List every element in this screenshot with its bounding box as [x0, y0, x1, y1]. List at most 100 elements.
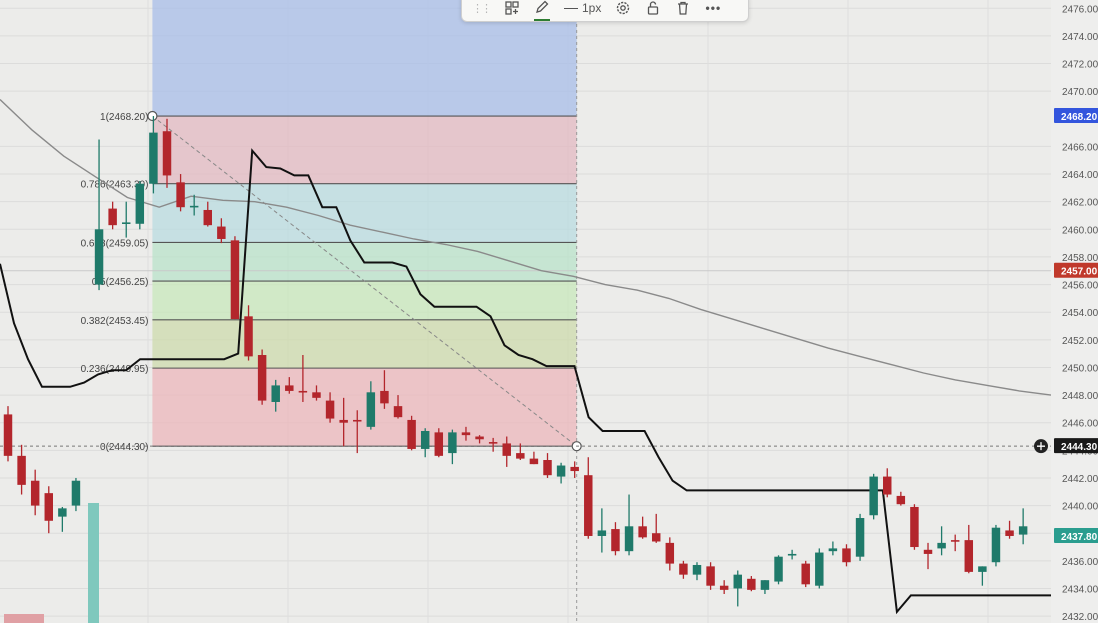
- candle-body-50: [692, 564, 702, 575]
- candle-body-69: [950, 540, 960, 542]
- candle-body-42: [584, 475, 593, 536]
- candle-body-26: [366, 392, 376, 427]
- candle-body-56: [774, 556, 783, 582]
- template-icon-glyph: [505, 1, 519, 15]
- candle-body-37: [516, 453, 525, 459]
- candle-body-23: [325, 400, 335, 419]
- crosshair-plus-glyph: [1037, 442, 1045, 451]
- candle-body-67: [923, 549, 933, 554]
- price-tick-label-0: 2432.00: [1062, 612, 1098, 623]
- drag-handle-icon[interactable]: ⋮⋮: [472, 2, 492, 15]
- candle-body-31: [434, 432, 444, 456]
- candle-body-60: [828, 548, 838, 552]
- lock-icon-glyph: [648, 1, 659, 15]
- candle-body-48: [665, 542, 675, 564]
- candle-body-70: [964, 540, 974, 572]
- price-tick-label-4: 2440.00: [1062, 502, 1098, 513]
- price-tag-bg-3: [1054, 527, 1098, 543]
- price-tag-bg-1: [1054, 262, 1098, 278]
- pencil-icon-glyph: [536, 0, 549, 13]
- settings-icon-glyph: [617, 1, 630, 15]
- candle-body-68: [937, 542, 946, 549]
- template-icon[interactable]: [504, 0, 520, 19]
- candle-body-72: [991, 527, 1001, 563]
- price-tick-label-12: 2456.00: [1062, 281, 1098, 292]
- candle-body-10: [149, 132, 158, 184]
- price-tick-label-8: 2448.00: [1062, 391, 1098, 402]
- candle-body-21: [298, 390, 308, 393]
- fib-zone-1: [152, 183, 577, 243]
- candle-body-51: [706, 566, 715, 586]
- price-tag-label-2: 2444.30: [1061, 442, 1098, 453]
- fib-zone-0: [152, 116, 577, 184]
- candle-body-20: [285, 385, 294, 391]
- price-tick-label-11: 2454.00: [1062, 308, 1098, 319]
- trash-icon[interactable]: [675, 0, 691, 19]
- candle-body-29: [407, 419, 416, 449]
- candle-body-73: [1005, 530, 1014, 536]
- candle-body-39: [543, 459, 552, 476]
- candle-body-15: [217, 226, 226, 239]
- price-tick-label-9: 2450.00: [1062, 363, 1098, 374]
- trash-icon-glyph: [678, 1, 689, 15]
- fib-level-label-1: 0.786(2463.30): [81, 180, 149, 191]
- price-tick-label-2: 2436.00: [1062, 557, 1098, 568]
- candle-body-9: [135, 183, 145, 224]
- candle-body-25: [353, 419, 362, 422]
- price-axis-background: [1051, 0, 1098, 623]
- price-tick-label-20: 2474.00: [1062, 32, 1098, 43]
- candle-body-44: [611, 529, 620, 552]
- line-width-label: 1px: [582, 1, 602, 15]
- price-tick-label-5: 2442.00: [1062, 474, 1098, 485]
- price-tick-label-10: 2452.00: [1062, 336, 1098, 347]
- price-tag-label-3: 2437.80: [1061, 532, 1098, 543]
- candle-body-16: [230, 240, 240, 320]
- lock-icon[interactable]: [645, 0, 661, 19]
- candle-body-40: [556, 465, 566, 477]
- fib-anchor-high[interactable]: [147, 110, 158, 122]
- candle-body-8: [121, 222, 131, 225]
- candle-body-61: [842, 548, 851, 563]
- fib-trend-line: [152, 115, 577, 447]
- drawing-toolbar: ⋮⋮ 1px •••: [461, 0, 749, 22]
- candle-body-33: [461, 432, 471, 436]
- candle-body-74: [1018, 526, 1028, 535]
- candle-body-12: [176, 182, 185, 208]
- candle-body-43: [597, 530, 607, 536]
- candle-body-6: [94, 229, 104, 285]
- pencil-icon[interactable]: [534, 0, 550, 21]
- settings-icon[interactable]: [615, 0, 631, 19]
- candle-body-58: [801, 563, 810, 585]
- line-width-button[interactable]: 1px: [564, 0, 601, 19]
- candle-body-2: [30, 480, 40, 506]
- line-width-icon: [564, 7, 578, 9]
- price-tag-label-0: 2468.20: [1061, 112, 1098, 123]
- price-tick-label-15: 2462.00: [1062, 198, 1098, 209]
- fib-level-label-2: 0.618(2459.05): [81, 238, 149, 249]
- price-tag-label-1: 2457.00: [1061, 267, 1098, 278]
- candle-body-27: [380, 390, 389, 404]
- candle-body-45: [624, 526, 634, 552]
- price-tick-label-19: 2472.00: [1062, 60, 1098, 71]
- price-tag-bg-2: [1054, 438, 1098, 454]
- price-tick-label-21: 2476.00: [1062, 4, 1098, 15]
- fib-zone-5: [152, 368, 577, 447]
- more-icon[interactable]: •••: [705, 1, 722, 15]
- candle-body-52: [719, 585, 729, 590]
- candle-body-32: [448, 432, 457, 454]
- candle-body-35: [488, 442, 498, 444]
- candle-body-18: [257, 355, 267, 401]
- price-tick-label-13: 2458.00: [1062, 253, 1098, 264]
- fib-level-label-4: 0.382(2453.45): [81, 316, 149, 327]
- candle-body-13: [189, 205, 199, 208]
- candle-body-7: [108, 208, 117, 226]
- fib-zone-3: [152, 281, 577, 320]
- candle-body-11: [162, 131, 172, 176]
- price-tick-label-17: 2466.00: [1062, 142, 1098, 153]
- candle-body-41: [570, 466, 579, 472]
- candle-body-19: [271, 385, 280, 402]
- candle-body-62: [855, 518, 865, 557]
- volume-bar-1: [4, 614, 44, 623]
